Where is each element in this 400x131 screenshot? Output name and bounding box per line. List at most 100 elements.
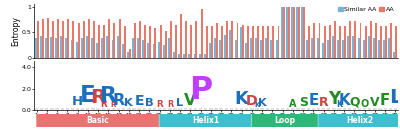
Bar: [293, 7, 295, 58]
Bar: [168, 108, 172, 110]
Bar: [201, 9, 202, 58]
Bar: [189, 108, 192, 110]
Bar: [363, 108, 366, 110]
Bar: [396, 26, 397, 58]
Bar: [163, 108, 166, 110]
Bar: [260, 40, 262, 58]
Bar: [296, 108, 300, 110]
Bar: [81, 39, 83, 58]
Bar: [308, 26, 310, 58]
Bar: [281, 108, 284, 110]
Bar: [158, 108, 161, 110]
Bar: [107, 108, 110, 110]
Bar: [184, 108, 187, 110]
Bar: [117, 108, 120, 110]
Bar: [93, 21, 95, 58]
Bar: [108, 19, 110, 58]
Bar: [52, 21, 54, 58]
Bar: [298, 7, 300, 58]
Bar: [142, 40, 144, 58]
Bar: [91, 39, 93, 58]
Bar: [242, 24, 244, 58]
Text: V: V: [184, 92, 196, 108]
Bar: [245, 43, 247, 58]
Bar: [247, 26, 249, 58]
Text: Helix1: Helix1: [192, 116, 219, 125]
Bar: [173, 108, 177, 110]
Text: E: E: [134, 94, 144, 108]
Bar: [158, 42, 160, 58]
Text: R: R: [90, 88, 106, 107]
Bar: [344, 26, 346, 58]
Bar: [329, 24, 331, 58]
Bar: [183, 54, 185, 58]
Text: K: K: [258, 98, 266, 108]
Bar: [312, 39, 314, 58]
Text: S: S: [299, 96, 308, 109]
Bar: [35, 39, 36, 58]
Text: K: K: [254, 102, 260, 108]
Bar: [291, 108, 294, 110]
Bar: [370, 21, 372, 58]
Bar: [83, 21, 85, 58]
Bar: [276, 108, 279, 110]
Bar: [102, 108, 105, 110]
Bar: [307, 108, 310, 110]
Bar: [127, 108, 130, 110]
Text: L: L: [389, 88, 400, 107]
Bar: [349, 21, 351, 58]
Bar: [378, 108, 382, 110]
Bar: [91, 108, 95, 110]
Text: R: R: [100, 100, 106, 109]
Bar: [209, 108, 212, 110]
Bar: [234, 40, 236, 58]
Y-axis label: Entropy: Entropy: [11, 16, 20, 46]
Text: Basic: Basic: [87, 116, 110, 125]
Bar: [132, 108, 136, 110]
Bar: [262, 26, 264, 58]
Bar: [348, 108, 351, 110]
Bar: [72, 21, 74, 58]
Bar: [245, 108, 248, 110]
Bar: [342, 40, 344, 58]
Text: V: V: [370, 96, 380, 109]
Bar: [394, 108, 397, 110]
Bar: [354, 21, 356, 58]
Bar: [117, 36, 118, 58]
Bar: [86, 108, 90, 110]
Bar: [148, 43, 149, 58]
Bar: [365, 26, 367, 58]
Bar: [47, 18, 49, 58]
Bar: [342, 108, 346, 110]
Bar: [194, 108, 197, 110]
Bar: [96, 108, 100, 110]
Bar: [267, 26, 269, 58]
Text: R: R: [111, 102, 116, 108]
Bar: [199, 54, 201, 58]
Bar: [368, 108, 372, 110]
Bar: [214, 39, 216, 58]
Bar: [347, 36, 349, 58]
Bar: [394, 52, 396, 58]
Bar: [339, 26, 341, 58]
Bar: [278, 26, 280, 58]
Text: R: R: [167, 100, 173, 109]
Bar: [224, 35, 226, 58]
Bar: [71, 108, 74, 110]
Text: B: B: [145, 98, 154, 108]
Bar: [378, 40, 380, 58]
Bar: [373, 39, 375, 58]
Bar: [57, 19, 59, 58]
Bar: [252, 26, 254, 58]
Bar: [127, 52, 129, 58]
Bar: [231, 21, 233, 58]
Bar: [50, 37, 52, 58]
Bar: [165, 31, 167, 58]
Bar: [62, 21, 64, 58]
Bar: [260, 108, 264, 110]
Bar: [324, 26, 326, 58]
Text: R: R: [319, 96, 328, 109]
Bar: [216, 23, 218, 58]
Bar: [45, 108, 48, 110]
Bar: [70, 40, 72, 58]
